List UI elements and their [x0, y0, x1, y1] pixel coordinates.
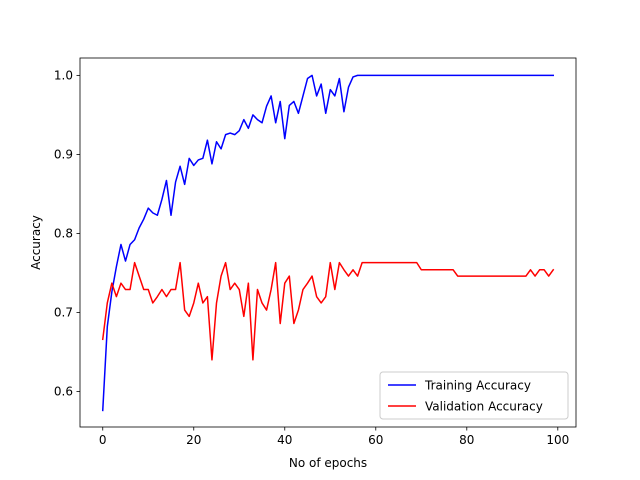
plot-frame: [79, 57, 577, 428]
series-line-training: [101, 74, 554, 412]
x-tick-label: 20: [186, 433, 201, 447]
y-tick-label: 0.8: [54, 227, 73, 241]
series-line-validation: [101, 261, 555, 361]
x-axis-label: No of epochs: [289, 456, 367, 470]
x-tick-label: 60: [368, 433, 383, 447]
x-tick-label: 0: [99, 433, 107, 447]
legend-label-validation: Validation Accuracy: [425, 399, 543, 413]
x-tick-label: 80: [459, 433, 474, 447]
y-tick-label: 0.7: [54, 306, 73, 320]
y-tick-label: 0.9: [54, 148, 73, 162]
x-tick-label: 100: [546, 433, 569, 447]
y-axis-label: Accuracy: [29, 215, 43, 270]
plot-lines: [101, 74, 555, 412]
y-tick-label: 1.0: [54, 69, 73, 83]
x-tick-label: 40: [277, 433, 292, 447]
y-tick-label: 0.6: [54, 385, 73, 399]
x-axis-ticks: 0 20 40 60 80 100: [99, 427, 569, 447]
legend-label-training: Training Accuracy: [424, 378, 531, 392]
legend: Training Accuracy Validation Accuracy: [379, 371, 569, 420]
y-axis-ticks: 0.6 0.7 0.8 0.9 1.0: [54, 69, 80, 399]
legend-box: [379, 371, 569, 420]
